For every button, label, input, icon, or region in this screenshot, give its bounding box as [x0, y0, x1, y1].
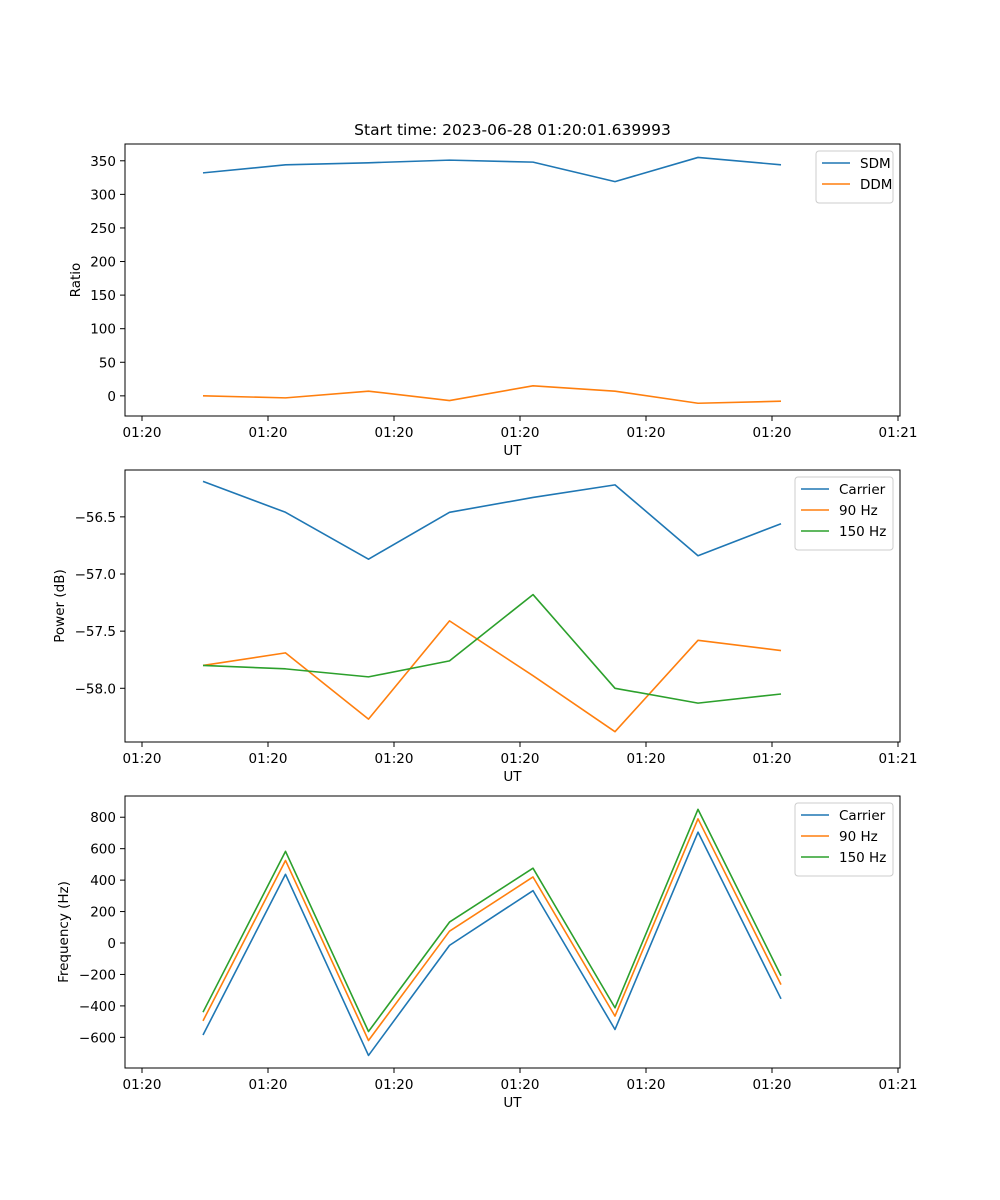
axes-frame	[124, 795, 901, 1069]
y-axis-label: Ratio	[68, 263, 84, 298]
x-tick-label: 01:20	[123, 751, 162, 767]
x-tick-label: 01:20	[753, 1077, 792, 1093]
x-tick-label: 01:21	[879, 1077, 918, 1093]
series-line-sdm	[202, 156, 782, 183]
y-tick-label: −57.0	[75, 567, 116, 583]
legend-label: 90 Hz	[839, 829, 878, 845]
y-tick-label: −58.0	[75, 681, 116, 697]
y-tick-label: −57.5	[75, 624, 116, 640]
legend: Carrier 90 Hz 150 Hz	[794, 802, 894, 877]
x-tick-label: 01:21	[879, 751, 918, 767]
y-tick-label: −200	[79, 967, 116, 983]
x-tick-label: 01:20	[627, 1077, 666, 1093]
axes-frame	[124, 469, 901, 743]
y-tick-label: 0	[107, 389, 116, 405]
x-tick-label: 01:20	[501, 1077, 540, 1093]
x-tick-label: 01:21	[879, 425, 918, 441]
x-axis-label: UT	[503, 769, 522, 785]
y-tick-label: 800	[90, 810, 116, 826]
legend-label: 150 Hz	[839, 850, 886, 866]
legend-label: 90 Hz	[839, 503, 878, 519]
series-line-90-hz	[202, 817, 782, 1042]
legend-label: Carrier	[839, 808, 886, 824]
series-line-carrier	[202, 480, 782, 560]
chart-title: Start time: 2023-06-28 01:20:01.639993	[354, 121, 671, 139]
axes-frame	[124, 143, 901, 417]
legend-label: DDM	[860, 177, 892, 193]
legend-label: 150 Hz	[839, 524, 886, 540]
x-tick-label: 01:20	[501, 425, 540, 441]
y-tick-label: 300	[90, 187, 116, 203]
y-tick-label: 250	[90, 221, 116, 237]
y-tick-label: 0	[107, 936, 116, 952]
y-tick-label: 50	[99, 355, 116, 371]
subplot-1: Start time: 2023-06-28 01:20:01.63999301…	[68, 121, 917, 459]
x-tick-label: 01:20	[375, 751, 414, 767]
legend-box	[815, 150, 894, 204]
subplot-3: 01:20 01:20 01:20 01:20 01:20 01:20 01:21 UT 800…	[56, 795, 918, 1111]
x-tick-label: 01:20	[249, 751, 288, 767]
series-line-ddm	[202, 384, 782, 405]
x-tick-label: 01:20	[501, 751, 540, 767]
y-tick-label: 350	[90, 154, 116, 170]
x-axis-label: UT	[503, 1095, 522, 1111]
x-axis-label: UT	[503, 443, 522, 459]
legend-label: Carrier	[839, 482, 886, 498]
y-axis-label: Frequency (Hz)	[56, 881, 72, 983]
y-tick-label: 600	[90, 842, 116, 858]
series-line-150-hz	[202, 593, 782, 704]
x-tick-label: 01:20	[249, 1077, 288, 1093]
series-line-150-hz	[202, 808, 782, 1033]
y-tick-label: 400	[90, 873, 116, 889]
y-tick-label: 200	[90, 255, 116, 271]
y-tick-label: −600	[79, 1030, 116, 1046]
x-tick-label: 01:20	[123, 1077, 162, 1093]
x-tick-label: 01:20	[753, 425, 792, 441]
x-tick-label: 01:20	[627, 425, 666, 441]
x-tick-label: 01:20	[627, 751, 666, 767]
y-tick-label: −56.5	[75, 510, 116, 526]
y-tick-label: 100	[90, 322, 116, 338]
y-tick-label: 200	[90, 905, 116, 921]
x-tick-label: 01:20	[753, 751, 792, 767]
subplot-2: 01:20 01:20 01:20 01:20 01:20 01:20 01:21 UT −56…	[52, 469, 918, 785]
x-tick-label: 01:20	[375, 1077, 414, 1093]
y-tick-label: 150	[90, 288, 116, 304]
x-tick-label: 01:20	[123, 425, 162, 441]
series-line-90-hz	[202, 620, 782, 733]
legend: SDM DDM	[815, 150, 894, 204]
x-tick-label: 01:20	[249, 425, 288, 441]
y-axis-label: Power (dB)	[52, 569, 68, 642]
legend-label: SDM	[860, 156, 891, 172]
y-tick-label: −400	[79, 999, 116, 1015]
series-line-carrier	[202, 831, 782, 1057]
x-tick-label: 01:20	[375, 425, 414, 441]
legend: Carrier 90 Hz 150 Hz	[794, 476, 894, 551]
